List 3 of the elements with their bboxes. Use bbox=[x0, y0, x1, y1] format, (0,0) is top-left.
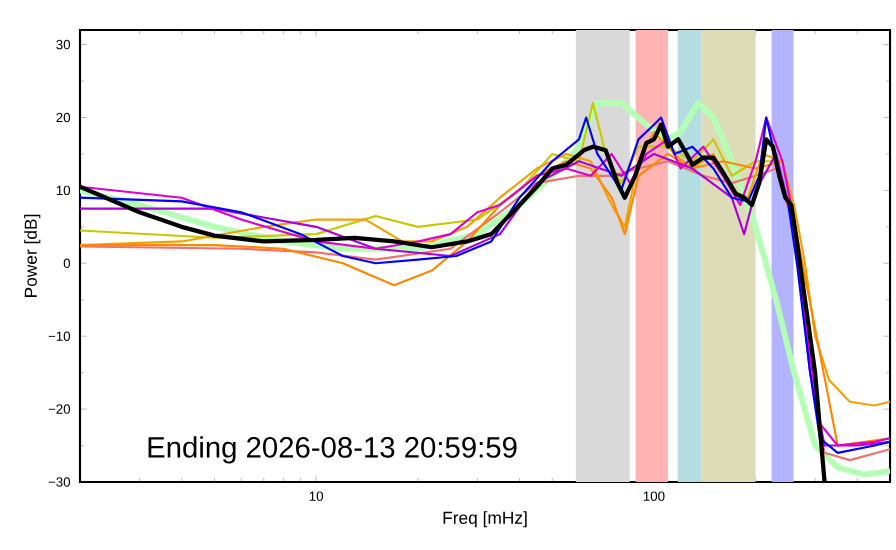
x-axis-title: Freq [mHz] bbox=[443, 511, 527, 528]
annotation: Ending 2026-08-13 20:59:59 bbox=[148, 436, 517, 464]
y-axis-title: Power [dB] bbox=[24, 214, 41, 297]
